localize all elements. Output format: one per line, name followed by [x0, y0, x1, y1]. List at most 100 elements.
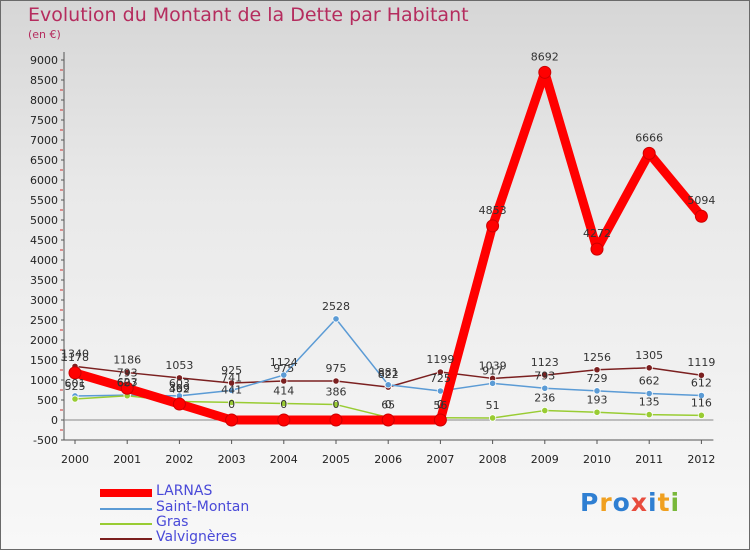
- data-label: 386: [326, 386, 347, 399]
- data-label: 236: [534, 392, 555, 405]
- data-label: 1053: [165, 359, 193, 372]
- legend-swatch-gras: [100, 523, 152, 525]
- y-tick-label: 8000: [30, 94, 58, 107]
- y-tick-label: 5000: [30, 214, 58, 227]
- data-label: 975: [273, 362, 294, 375]
- data-label: 793: [117, 366, 138, 379]
- data-label: 793: [534, 369, 555, 382]
- chart-subtitle: (en €): [28, 28, 61, 41]
- data-point: [123, 368, 131, 377]
- legend-label: LARNAS: [156, 483, 213, 499]
- data-label: 1305: [635, 349, 663, 362]
- legend-swatch-valvigneres: [100, 538, 152, 540]
- y-tick-label: 1500: [30, 354, 58, 367]
- y-tick-label: 2000: [30, 334, 58, 347]
- data-label: 612: [691, 377, 712, 390]
- data-point: [71, 395, 79, 403]
- data-label: 135: [639, 396, 660, 409]
- legend-label: Valvignères: [156, 529, 237, 545]
- data-label: 603: [169, 377, 190, 390]
- chart-title: Evolution du Montant de la Dette par Hab…: [28, 4, 469, 26]
- y-tick-label: 4500: [30, 234, 58, 247]
- data-label: 5094: [687, 194, 715, 207]
- data-point: [280, 377, 288, 385]
- data-point: [697, 391, 706, 400]
- data-point: [694, 209, 708, 223]
- data-point: [172, 397, 186, 411]
- data-label: 601: [65, 377, 86, 390]
- data-label: 822: [378, 368, 399, 381]
- data-point: [488, 379, 497, 387]
- x-tick-label: 2000: [61, 453, 89, 466]
- data-point: [120, 381, 134, 395]
- x-tick-label: 2004: [270, 453, 298, 466]
- data-point: [280, 371, 288, 379]
- data-label: 462: [169, 383, 190, 396]
- data-label: 1178: [61, 351, 89, 364]
- data-point: [436, 387, 444, 395]
- data-point: [697, 371, 706, 379]
- data-label: 925: [221, 364, 242, 377]
- x-tick-label: 2007: [426, 453, 454, 466]
- data-point: [277, 413, 291, 427]
- legend-swatch-larnas: [100, 489, 152, 497]
- data-label: 1256: [583, 351, 611, 364]
- data-labels: 1340 1186 1053 925 975 975 822 1199 1039 1123 1256…: [61, 50, 715, 412]
- data-point: [697, 411, 706, 419]
- data-point: [645, 364, 653, 372]
- data-label: 4272: [583, 227, 611, 240]
- data-label: 2528: [322, 300, 350, 313]
- data-label: 1340: [61, 347, 89, 360]
- data-point: [486, 219, 500, 233]
- data-label: 65: [381, 398, 395, 411]
- data-label: 116: [691, 396, 712, 409]
- data-point: [68, 366, 82, 380]
- data-point: [541, 406, 549, 415]
- data-label: 741: [221, 371, 242, 384]
- data-label: 1039: [479, 359, 507, 372]
- y-tick-label: 5500: [30, 194, 58, 207]
- y-tick-label: 500: [37, 394, 58, 407]
- data-label: 729: [587, 372, 608, 385]
- x-tick-label: 2008: [479, 453, 507, 466]
- data-point: [593, 408, 601, 416]
- series-lines: [68, 65, 708, 427]
- data-point: [384, 381, 392, 389]
- y-tick-label: 8500: [30, 74, 58, 87]
- y-tick-label: 9000: [30, 54, 58, 67]
- data-label: 623: [117, 376, 138, 389]
- data-point: [175, 374, 183, 382]
- data-label: 1124: [270, 356, 298, 369]
- data-point: [381, 413, 395, 427]
- data-label: 1119: [687, 356, 715, 369]
- data-label: 0: [385, 398, 392, 411]
- data-point: [332, 377, 340, 385]
- data-label: 441: [221, 383, 242, 396]
- y-tick-label: 6500: [30, 154, 58, 167]
- data-label: 399: [169, 382, 190, 395]
- data-point: [538, 65, 552, 79]
- data-point: [645, 389, 653, 398]
- data-point: [645, 410, 653, 419]
- y-tick-label: 3500: [30, 274, 58, 287]
- data-label: 607: [117, 377, 138, 390]
- y-tick-label: 1000: [30, 374, 58, 387]
- x-tick-label: 2002: [165, 453, 193, 466]
- data-point: [590, 242, 604, 256]
- y-tick-label: 7500: [30, 114, 58, 127]
- data-label: 1199: [426, 353, 454, 366]
- data-label: 881: [378, 366, 399, 379]
- legend-label: Saint-Montan: [156, 499, 250, 515]
- data-label: 414: [273, 384, 294, 397]
- data-point: [541, 371, 549, 379]
- data-point: [593, 366, 601, 374]
- data-point: [228, 379, 236, 387]
- data-point: [593, 387, 601, 395]
- x-tick-label: 2010: [583, 453, 611, 466]
- data-point: [228, 398, 236, 406]
- data-label: 0: [437, 398, 444, 411]
- x-tick-label: 2011: [635, 453, 663, 466]
- data-label: 51: [486, 399, 500, 412]
- data-label: 1123: [531, 356, 559, 369]
